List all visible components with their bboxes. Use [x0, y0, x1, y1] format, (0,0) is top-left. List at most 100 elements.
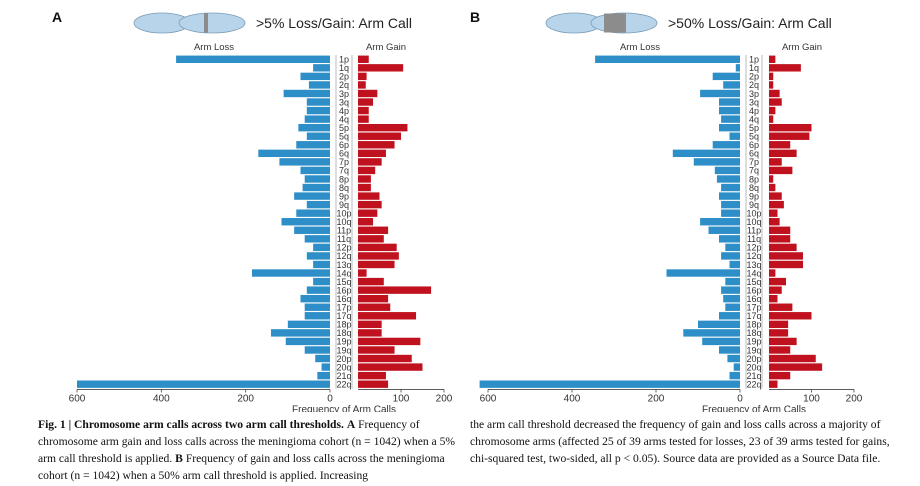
loss-tick-label: 600 [69, 393, 86, 404]
loss-bar-4q [304, 115, 330, 123]
gain-bar-19p [358, 337, 421, 346]
arm-label-7p: 7p [339, 157, 349, 167]
gain-bar-8p [358, 175, 371, 183]
caption-continuation: the arm call threshold decreased the fre… [470, 418, 890, 465]
gain-bar-18p [769, 320, 789, 329]
loss-bar-11q [719, 235, 740, 243]
gain-bar-20q [358, 363, 423, 371]
caption-part-b-text: Frequency of gain and loss calls across … [38, 452, 445, 482]
gain-bar-14q [769, 269, 776, 277]
panel-b: B >50% Loss/Gain: Arm Call Arm Loss Arm … [470, 9, 863, 412]
gain-bar-19q [358, 346, 395, 354]
gain-bar-12q [358, 252, 399, 260]
panel-b-letter: B [470, 9, 480, 25]
arm-label-11p: 11p [337, 226, 351, 236]
loss-bar-19q [304, 346, 330, 354]
gain-bar-19q [769, 346, 791, 354]
loss-bar-4p [719, 106, 740, 115]
loss-bar-22q [77, 380, 330, 388]
loss-bar-3q [306, 98, 330, 106]
loss-bar-1q [313, 64, 330, 72]
arm-label-19p: 19p [336, 337, 351, 347]
gain-bar-2p [358, 72, 367, 81]
panel-a-header: >5% Loss/Gain: Arm Call [256, 15, 412, 31]
arm-label-12q: 12q [336, 251, 351, 261]
gain-bar-19p [769, 337, 797, 346]
gain-bar-15q [769, 277, 786, 286]
panel-a-gain-label: Arm Gain [366, 42, 406, 53]
loss-bar-5p [719, 123, 740, 132]
arm-label-5q: 5q [749, 132, 759, 142]
arm-label-11q: 11q [747, 234, 761, 244]
arm-label-20q: 20q [336, 362, 351, 372]
loss-bar-18p [698, 320, 740, 329]
gain-bar-11p [769, 226, 791, 234]
loss-bar-2p [712, 72, 740, 81]
arm-label-6q: 6q [749, 149, 759, 159]
arm-label-9q: 9q [339, 200, 349, 210]
arm-label-4p: 4p [339, 106, 349, 116]
gain-tick-label: 200 [846, 393, 863, 404]
gain-bar-16p [358, 286, 432, 294]
gain-bar-3q [769, 98, 782, 106]
arm-label-3q: 3q [749, 97, 759, 107]
gain-tick-label: 100 [393, 393, 410, 404]
loss-bar-16p [721, 286, 740, 294]
arm-label-8p: 8p [749, 174, 759, 184]
arm-label-15q: 15q [746, 277, 761, 287]
x-axis-title: Frequency of Arm Calls [702, 404, 806, 412]
loss-bar-17q [719, 312, 740, 320]
arm-label-15q: 15q [336, 277, 351, 287]
arm-label-8q: 8q [749, 183, 759, 193]
arm-label-2p: 2p [339, 72, 349, 82]
loss-bar-17p [304, 303, 330, 311]
gain-bar-9p [769, 192, 782, 200]
arm-label-18q: 18q [746, 328, 761, 338]
loss-bar-20q [733, 363, 740, 371]
panel-a-loss-label: Arm Loss [194, 42, 234, 53]
caption-part-a-text: Frequency of chromosome arm gain and los… [38, 418, 456, 465]
gain-bar-10p [769, 209, 778, 217]
arm-label-12q: 12q [746, 251, 761, 261]
loss-bar-1q [735, 64, 740, 72]
gain-bar-8q [769, 183, 776, 192]
arm-label-6p: 6p [339, 140, 349, 150]
figure-canvas: A >5% Loss/Gain: Arm Call Arm Loss Arm G… [52, 9, 863, 412]
caption-left: Fig. 1 | Chromosome arm calls across two… [38, 416, 462, 484]
panel-a: A >5% Loss/Gain: Arm Call Arm Loss Arm G… [52, 9, 453, 412]
gain-bar-9p [358, 192, 380, 200]
loss-bar-2p [300, 72, 330, 81]
arm-label-8p: 8p [339, 174, 349, 184]
gain-bar-1p [769, 55, 776, 63]
loss-tick-label: 400 [153, 393, 170, 404]
arm-label-1q: 1q [749, 63, 759, 73]
loss-bar-8p [304, 175, 330, 183]
gain-bar-15q [358, 277, 384, 286]
arm-label-6p: 6p [749, 140, 759, 150]
loss-bar-22q [479, 380, 740, 388]
loss-tick-label: 0 [737, 393, 743, 404]
loss-bar-6q [258, 149, 330, 158]
gain-bar-8p [769, 175, 774, 183]
arm-label-7p: 7p [749, 157, 759, 167]
loss-bar-19q [719, 346, 740, 354]
loss-bar-6q [672, 149, 740, 158]
gain-tick-label: 200 [436, 393, 453, 404]
panel-b-axis: 600 400 200 0 100 200 Frequency of Arm Calls [480, 389, 863, 412]
gain-bar-10q [358, 218, 374, 226]
loss-bar-20q [321, 363, 330, 371]
loss-bar-16p [306, 286, 330, 294]
loss-bar-9p [719, 192, 740, 200]
chromosome-icon [545, 12, 658, 34]
gain-bar-9q [769, 200, 784, 209]
arm-label-5p: 5p [339, 123, 349, 133]
loss-bar-7q [714, 166, 740, 175]
gain-bar-6p [358, 141, 395, 149]
arm-label-18q: 18q [336, 328, 351, 338]
loss-tick-label: 0 [327, 393, 333, 404]
loss-tick-label: 200 [237, 393, 254, 404]
gain-bar-22q [358, 380, 389, 388]
arm-label-18p: 18p [336, 320, 351, 330]
gain-bar-17q [769, 312, 812, 320]
gain-bar-18q [769, 329, 789, 337]
